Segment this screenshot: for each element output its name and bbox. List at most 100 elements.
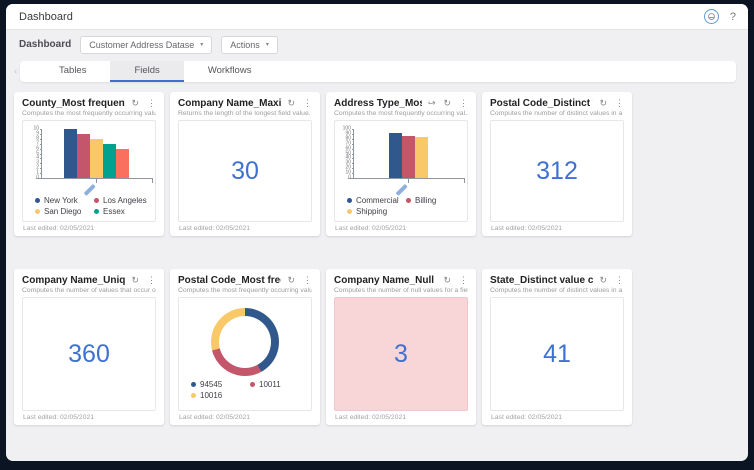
y-axis-tick: [40, 138, 42, 140]
y-axis-tick-label: 0: [348, 174, 351, 181]
y-axis-tick-label: 7: [36, 140, 39, 147]
chart-panel: 10 9 8 7 6 5 4 3 2 1 0 New York Los Angeles San Dieg…: [22, 120, 156, 222]
y-axis-tick-label: 50: [345, 150, 351, 156]
legend-color-dot: [250, 382, 255, 387]
legend-color-dot: [347, 209, 352, 214]
y-axis-tick: [40, 168, 42, 170]
support-lifesaver-icon[interactable]: [703, 9, 719, 24]
x-axis-center-tick: [95, 179, 97, 183]
help-icon[interactable]: ?: [729, 10, 736, 23]
metric-panel: 312: [490, 120, 624, 222]
legend-item: Billing: [406, 196, 463, 205]
last-edited-label: Last edited: 02/05/2021: [335, 414, 407, 421]
legend-item: Essex: [94, 207, 151, 216]
legend-label: Los Angeles: [103, 196, 147, 205]
metric-panel: 360: [22, 297, 156, 411]
refresh-icon[interactable]: ↻: [287, 98, 295, 108]
y-axis-tick-label: 6: [36, 145, 39, 152]
card-title: State_Distinct value count: [490, 275, 594, 286]
chart-legend: Commercial Billing Shipping: [335, 194, 467, 221]
legend-label: Shipping: [356, 207, 388, 216]
y-axis-tick: [352, 133, 354, 135]
legend-item: 10016: [191, 391, 248, 400]
kebab-menu-icon[interactable]: ⋮: [147, 275, 156, 285]
legend-label: New York: [44, 196, 78, 205]
kebab-menu-icon[interactable]: ⋮: [615, 275, 624, 285]
metric-value: 30: [231, 156, 259, 185]
legend-label: Billing: [415, 196, 437, 205]
kebab-menu-icon[interactable]: ⋮: [147, 98, 156, 108]
card-title: Postal Code_Distinct value ...: [490, 98, 593, 109]
refresh-icon[interactable]: ↻: [443, 275, 451, 285]
card-title: Postal Code_Most frequent...: [178, 275, 281, 286]
kebab-menu-icon[interactable]: ⋮: [303, 275, 312, 285]
bar: [90, 138, 104, 178]
y-axis-tick-label: 10: [33, 125, 39, 132]
card-address-type-most-frequent: Address Type_Most fre... ↪ ↻ ⋮ Computes …: [326, 92, 476, 236]
y-axis-tick-label: 5: [36, 150, 39, 156]
y-axis-tick: [40, 173, 42, 175]
chevron-left-icon[interactable]: ‹: [14, 66, 18, 77]
y-axis-tick-label: 10: [345, 169, 351, 176]
y-axis-tick: [352, 168, 354, 170]
card-postal-code-distinct: Postal Code_Distinct value ... ↻ ⋮ Compu…: [482, 92, 632, 236]
share-icon[interactable]: ↪: [426, 97, 437, 109]
last-edited-label: Last edited: 02/05/2021: [179, 414, 251, 421]
kebab-menu-icon[interactable]: ⋮: [615, 98, 624, 108]
donut-chart: [211, 308, 279, 376]
legend-label: 10011: [259, 380, 281, 389]
refresh-icon[interactable]: ↻: [443, 98, 451, 108]
card-subtitle: Computes the number of distinct values i…: [490, 110, 624, 117]
metric-panel-null-highlight: 3: [334, 297, 468, 411]
kebab-menu-icon[interactable]: ⋮: [459, 275, 468, 285]
refresh-icon[interactable]: ↻: [287, 275, 295, 285]
refresh-icon[interactable]: ↻: [131, 98, 139, 108]
legend-item: Commercial: [347, 196, 404, 205]
y-axis-tick: [40, 178, 42, 179]
legend-item: 94545: [191, 380, 248, 389]
y-axis-tick-label: 90: [345, 130, 351, 137]
bar-group: [48, 129, 145, 178]
dataset-selector-dropdown[interactable]: Customer Address Datase ▾: [80, 35, 213, 54]
chart-panel: 100 90 80 70 60 50 40 30 20 10 0 Commercial Billing…: [334, 120, 468, 222]
y-axis-tick: [352, 153, 354, 155]
bar: [389, 132, 403, 178]
legend-item: 10011: [250, 380, 307, 389]
kebab-menu-icon[interactable]: ⋮: [459, 98, 468, 108]
tab-workflows[interactable]: Workflows: [207, 65, 252, 76]
dashboard-toolbar: Dashboard Customer Address Datase ▾ Acti…: [6, 30, 748, 59]
refresh-icon[interactable]: ↻: [599, 98, 607, 108]
card-subtitle: Computes the number of values that occur…: [22, 287, 156, 294]
y-axis-tick-label: 80: [345, 135, 351, 142]
last-edited-label: Last edited: 02/05/2021: [23, 225, 95, 232]
refresh-icon[interactable]: ↻: [599, 275, 607, 285]
tab-zone: ‹ Tables Fields Workflows: [14, 61, 736, 82]
card-company-name-null-count: Company Name_Null count ↻ ⋮ Computes the…: [326, 269, 476, 425]
x-axis-rotated-label: [395, 183, 408, 196]
y-axis-tick-label: 3: [36, 159, 39, 166]
y-axis-tick: [352, 158, 354, 160]
x-axis-rotated-label: [83, 183, 96, 196]
metric-value: 312: [536, 156, 578, 185]
legend-color-dot: [94, 198, 99, 203]
card-subtitle: Computes the number of distinct values i…: [490, 287, 624, 294]
y-axis-tick-label: 60: [345, 145, 351, 152]
legend-label: Commercial: [356, 196, 399, 205]
y-axis-tick-label: 4: [36, 154, 39, 161]
tab-tables[interactable]: Tables: [59, 65, 87, 76]
card-subtitle: Computes the most frequently occurring v…: [334, 110, 468, 117]
legend-color-dot: [191, 393, 196, 398]
kebab-menu-icon[interactable]: ⋮: [303, 98, 312, 108]
topbar-actions: ?: [703, 9, 736, 24]
legend-color-dot: [347, 198, 352, 203]
refresh-icon[interactable]: ↻: [131, 275, 139, 285]
y-axis-tick: [352, 173, 354, 175]
bar: [103, 143, 117, 178]
actions-dropdown[interactable]: Actions ▾: [221, 35, 278, 54]
tab-fields[interactable]: Fields: [110, 61, 184, 82]
y-axis-tick: [40, 129, 42, 130]
card-title: County_Most frequent values: [22, 98, 126, 109]
legend-item: San Diego: [35, 207, 92, 216]
metric-value: 360: [68, 339, 110, 368]
bar-chart: 10 9 8 7 6 5 4 3 2 1 0: [33, 126, 153, 196]
